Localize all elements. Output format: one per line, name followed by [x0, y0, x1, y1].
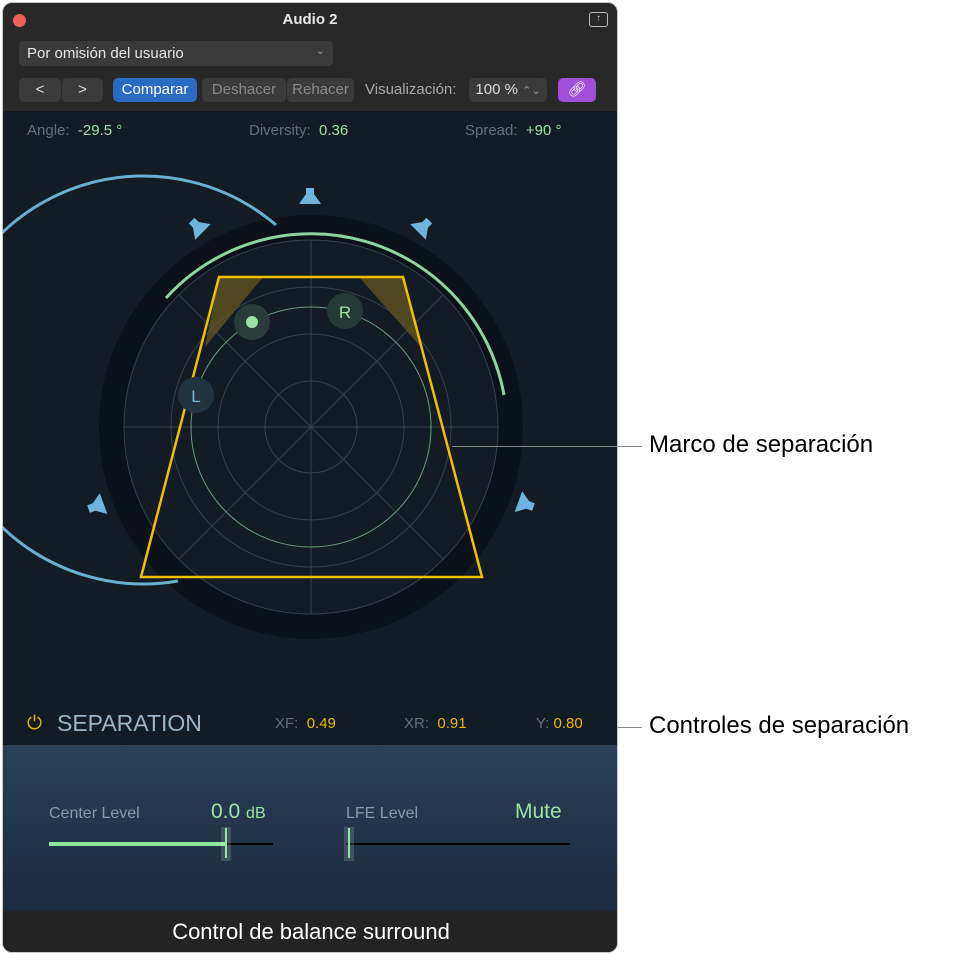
link-icon: 🔗︎ [567, 81, 587, 98]
separation-title: SEPARATION [57, 710, 202, 736]
center-level-label: Center Level [49, 805, 140, 822]
speaker-left-icon [188, 217, 211, 240]
lfe-level-thumb[interactable] [344, 827, 354, 861]
window-title: Audio 2 [282, 11, 338, 28]
left-source-halo [178, 377, 214, 413]
separation-frame[interactable] [139, 275, 484, 579]
chevron-down-icon: ⌄ [315, 45, 325, 57]
speaker-center-icon [299, 188, 321, 204]
diversity-readout: Diversity: 0.36 [249, 122, 348, 139]
angle-readout: Angle: -29.5 ° [27, 122, 122, 139]
right-source-label: R [339, 303, 351, 322]
y-value[interactable]: 0.80 [553, 715, 583, 732]
view-zoom-stepper[interactable]: 100 % ⌃⌄ [469, 78, 547, 102]
diversity-circle [190, 306, 432, 548]
close-button[interactable] [13, 14, 26, 27]
annotation-line-controls [618, 727, 642, 728]
caption: Control de balance surround [3, 911, 617, 952]
polar-grid [124, 240, 498, 614]
redo-button[interactable]: Rehacer [286, 78, 354, 102]
spread-value[interactable]: +90 ° [525, 122, 562, 139]
xf-label: XF: [275, 715, 299, 732]
speaker-right-surround-icon [514, 491, 535, 512]
center-level-slider[interactable] [49, 827, 273, 861]
pan-puck[interactable] [246, 316, 258, 328]
speaker-right-icon [410, 217, 433, 240]
annotation-frame: Marco de separación [649, 431, 874, 458]
lfe-level-value[interactable]: Mute [515, 800, 562, 823]
spread-label: Spread: [465, 122, 518, 139]
view-zoom-value: 100 % [475, 81, 518, 98]
undo-button[interactable]: Deshacer [202, 78, 286, 102]
xr-value[interactable]: 0.91 [437, 715, 467, 732]
diversity-label: Diversity: [249, 122, 311, 139]
spread-readout: Spread: +90 ° [465, 122, 562, 139]
lfe-level-slider[interactable] [344, 827, 570, 861]
link-button[interactable]: 🔗︎ [558, 78, 596, 102]
angle-label: Angle: [27, 122, 70, 139]
right-source-halo [327, 293, 363, 329]
annotation-line-frame [452, 446, 642, 447]
spread-arc [164, 232, 506, 396]
previous-preset-button[interactable]: < [19, 78, 61, 102]
center-level-readout[interactable]: 0.0 dB [211, 800, 266, 824]
angle-value[interactable]: -29.5 ° [77, 122, 123, 139]
level-controls [3, 745, 617, 913]
xr-label: XR: [404, 715, 430, 732]
y-readout: Y: 0.80 [536, 715, 583, 732]
annotation-controls: Controles de separación [649, 712, 910, 739]
preset-dropdown[interactable]: Por omisión del usuario ⌄ [19, 41, 333, 66]
xf-readout: XF: 0.49 [275, 715, 336, 732]
center-level-unit: dB [246, 805, 266, 822]
view-label: Visualización: [365, 81, 457, 98]
preset-value: Por omisión del usuario [27, 45, 184, 62]
lfe-level-label: LFE Level [346, 805, 419, 822]
surround-panner-window: Audio 2 ↑ Por omisión del usuario ⌄ < > C… [2, 2, 618, 953]
surround-panner-field[interactable]: L R [2, 2, 618, 741]
next-preset-button[interactable]: > [61, 78, 103, 102]
separation-shade-left [205, 277, 263, 347]
power-icon[interactable]: ⏻ [27, 713, 43, 734]
compare-button[interactable]: Comparar [113, 78, 197, 102]
expand-icon[interactable]: ↑ [589, 12, 608, 27]
y-label: Y: [536, 715, 550, 732]
separation-shade-right [359, 277, 421, 347]
left-source-label: L [191, 387, 200, 406]
center-level-value: 0.0 [211, 800, 241, 823]
center-level-fill [49, 842, 226, 846]
xf-value[interactable]: 0.49 [306, 715, 336, 732]
angle-arc [3, 174, 277, 586]
diversity-value[interactable]: 0.36 [319, 122, 349, 139]
xr-readout: XR: 0.91 [404, 715, 467, 732]
speaker-left-surround-icon [87, 493, 108, 514]
center-level-thumb[interactable] [220, 827, 231, 861]
